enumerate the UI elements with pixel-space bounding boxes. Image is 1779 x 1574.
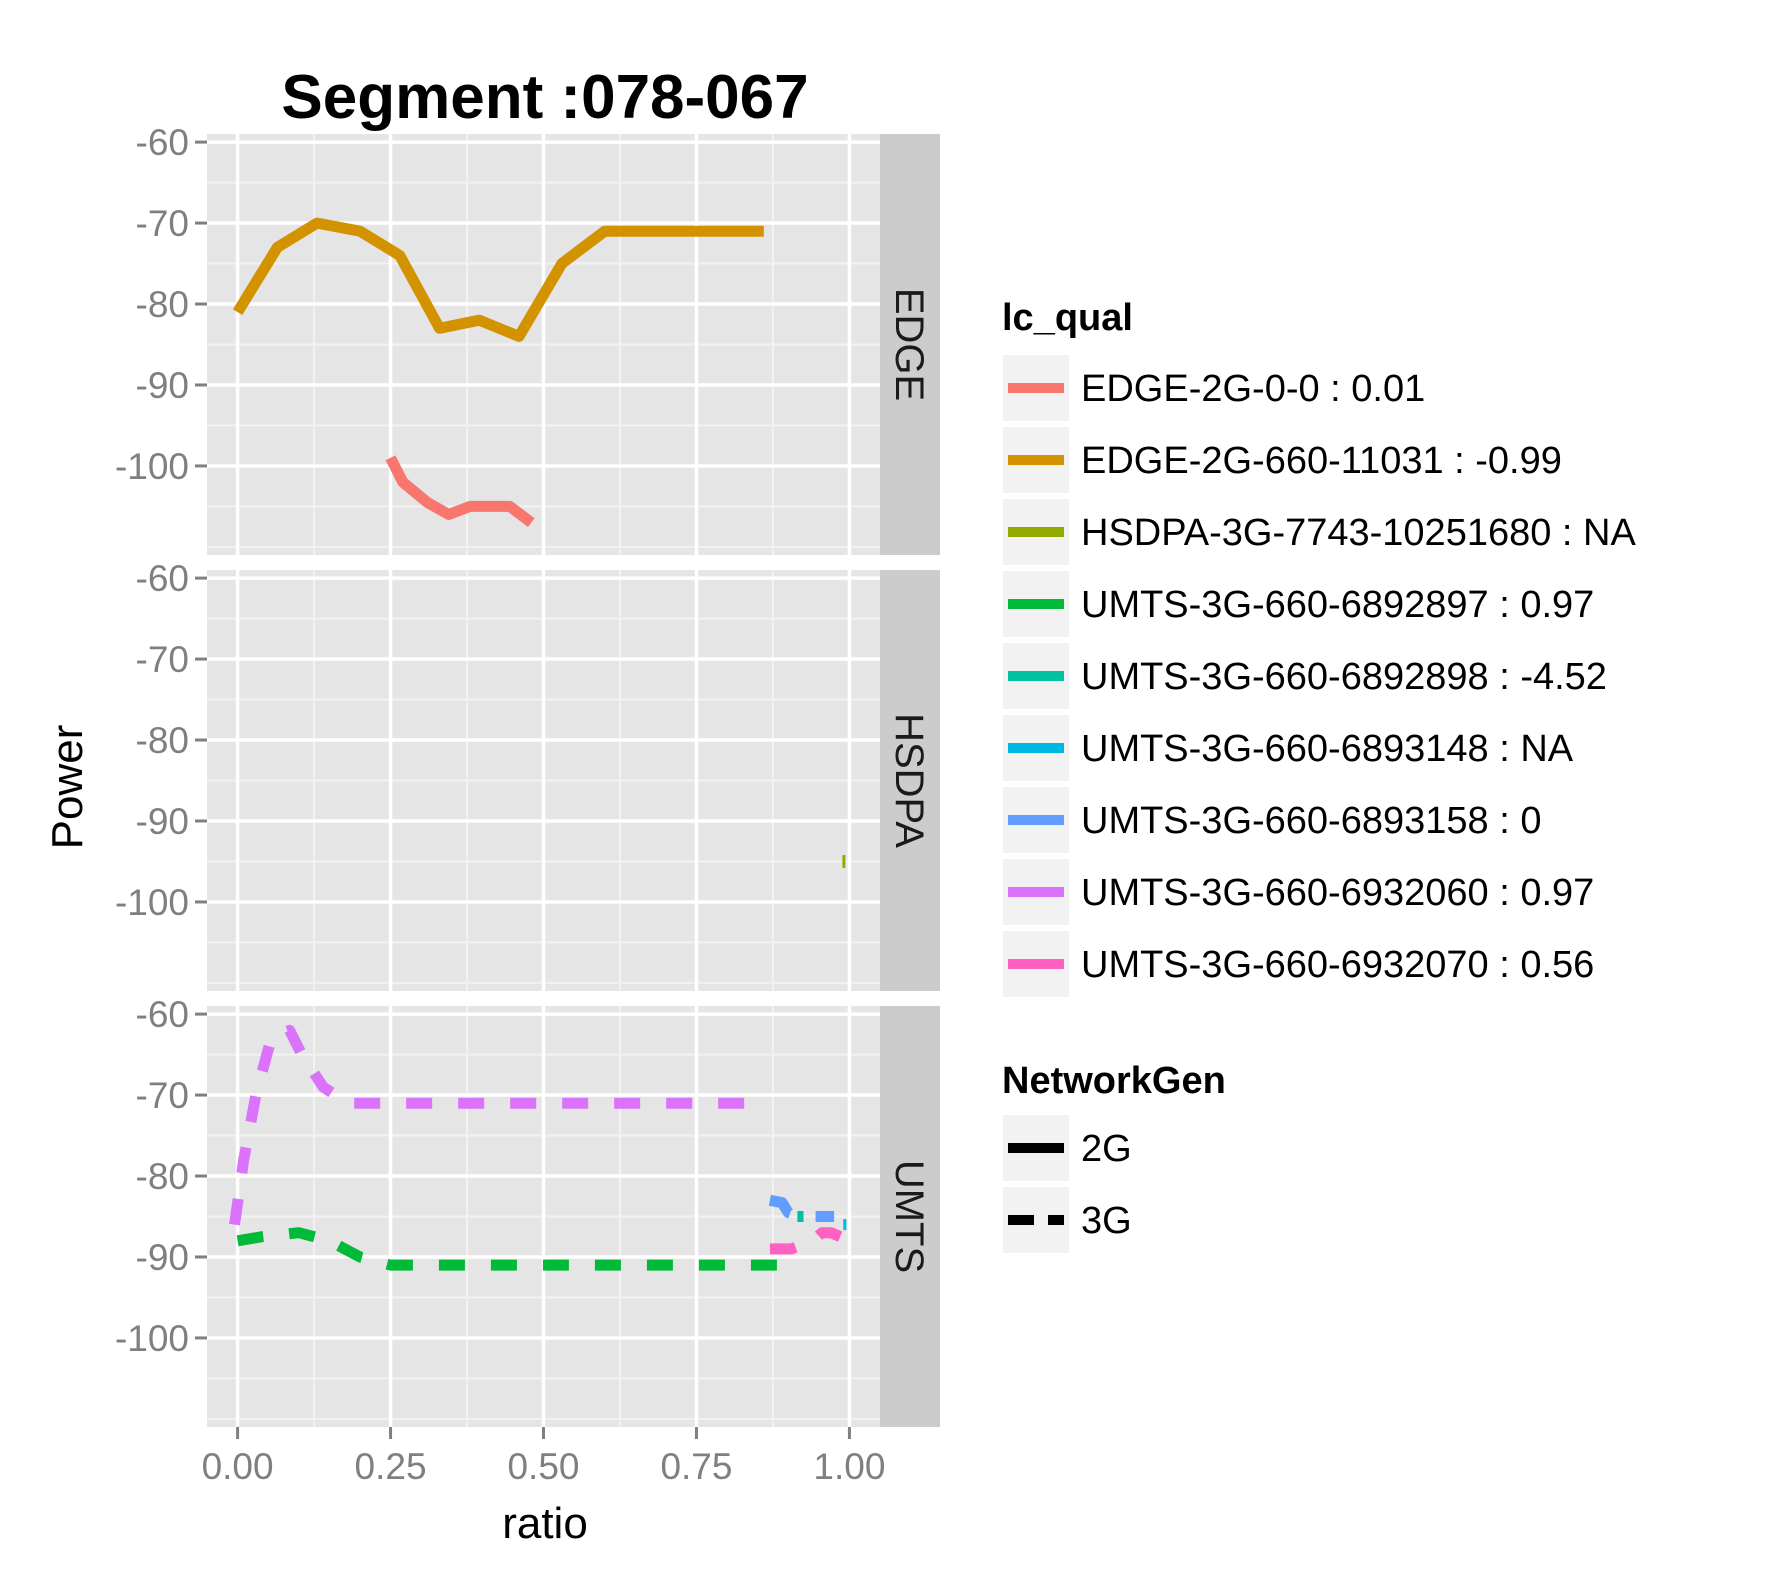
- facet-strip: [880, 134, 940, 555]
- x-axis: 0.00 0.25 0.50 0.75 1.00: [202, 1427, 885, 1487]
- color-legend-item: UMTS-3G-660-6893148 : NA: [1001, 713, 1574, 783]
- legend-label: EDGE-2G-0-0 : 0.01: [1081, 368, 1425, 410]
- color-legend-item: UMTS-3G-660-6932060 : 0.97: [1001, 857, 1594, 927]
- y-tick-label: -80: [136, 720, 189, 761]
- y-tick-label: -70: [136, 1075, 189, 1116]
- color-legend-item: UMTS-3G-660-6932070 : 0.56: [1001, 929, 1594, 999]
- facet-strip: [880, 570, 940, 991]
- y-tick-label: -90: [136, 1237, 189, 1278]
- panel-hsdpa: -60 -70 -80 -90 -100 HSDPA: [115, 558, 940, 991]
- y-tick-label: -70: [136, 639, 189, 680]
- y-axis-title: Power: [43, 725, 92, 850]
- facet-strip-label: HSDPA: [887, 713, 931, 848]
- color-legend-item: UMTS-3G-660-6893158 : 0: [1001, 785, 1541, 855]
- x-tick-label: 1.00: [813, 1446, 885, 1487]
- x-tick-label: 0.50: [507, 1446, 579, 1487]
- y-tick-label: -100: [115, 446, 189, 487]
- color-legend-item: UMTS-3G-660-6892898 : -4.52: [1001, 641, 1607, 711]
- chart-title: Segment :078-067: [281, 63, 808, 132]
- facet-strip: [880, 1006, 940, 1427]
- linetype-legend-item: 2G: [1001, 1113, 1132, 1183]
- y-tick-label: -80: [136, 284, 189, 325]
- legend-label: UMTS-3G-660-6893148 : NA: [1081, 728, 1574, 770]
- legend-label: UMTS-3G-660-6932070 : 0.56: [1081, 944, 1594, 986]
- x-tick-label: 0.00: [202, 1446, 274, 1487]
- series-line: [232, 217, 764, 342]
- series-line: [236, 1227, 779, 1271]
- y-tick-label: -100: [115, 882, 189, 923]
- x-tick-label: 0.25: [355, 1446, 427, 1487]
- y-tick-label: -70: [136, 203, 189, 244]
- legend-label: UMTS-3G-660-6932060 : 0.97: [1081, 872, 1594, 914]
- legend-label: UMTS-3G-660-6892898 : -4.52: [1081, 656, 1607, 698]
- legend-label: 2G: [1081, 1128, 1132, 1170]
- linetype-legend-title: NetworkGen: [1002, 1060, 1226, 1102]
- color-legend-item: EDGE-2G-0-0 : 0.01: [1001, 353, 1425, 423]
- series-line: [769, 1227, 843, 1255]
- series-line: [229, 1024, 746, 1226]
- panel-edge: -60 -70 -80 -90 -100 EDGE: [115, 122, 940, 555]
- x-axis-title: ratio: [502, 1499, 588, 1548]
- y-tick-label: -60: [136, 994, 189, 1035]
- color-legend-item: EDGE-2G-660-11031 : -0.99: [1001, 425, 1562, 495]
- y-tick-label: -90: [136, 365, 189, 406]
- y-tick-label: -90: [136, 801, 189, 842]
- color-legend-title: lc_qual: [1002, 297, 1133, 339]
- series-line: [385, 455, 535, 527]
- x-tick-label: 0.75: [660, 1446, 732, 1487]
- y-tick-label: -100: [115, 1318, 189, 1359]
- color-legend-item: HSDPA-3G-7743-10251680 : NA: [1001, 497, 1636, 567]
- linetype-legend-item: 3G: [1001, 1185, 1132, 1255]
- series-line: [768, 1194, 835, 1222]
- legend-label: 3G: [1081, 1200, 1132, 1242]
- panel-umts: -60 -70 -80 -90 -100 UMTS: [115, 994, 940, 1427]
- panels: -60 -70 -80 -90 -100 EDGE -60 -70 -80 -90 -100 HSDP…: [115, 122, 940, 1487]
- legend: lc_qual EDGE-2G-0-0 : 0.01 EDGE-2G-660-110…: [1001, 297, 1636, 1255]
- y-tick-label: -60: [136, 122, 189, 163]
- legend-label: EDGE-2G-660-11031 : -0.99: [1081, 440, 1562, 482]
- facet-strip-label: EDGE: [887, 288, 931, 401]
- legend-label: UMTS-3G-660-6893158 : 0: [1081, 800, 1541, 842]
- y-tick-label: -60: [136, 558, 189, 599]
- legend-label: HSDPA-3G-7743-10251680 : NA: [1081, 512, 1636, 554]
- color-legend-item: UMTS-3G-660-6892897 : 0.97: [1001, 569, 1594, 639]
- legend-label: UMTS-3G-660-6892897 : 0.97: [1081, 584, 1594, 626]
- facet-strip-label: UMTS: [887, 1160, 931, 1273]
- y-tick-label: -80: [136, 1156, 189, 1197]
